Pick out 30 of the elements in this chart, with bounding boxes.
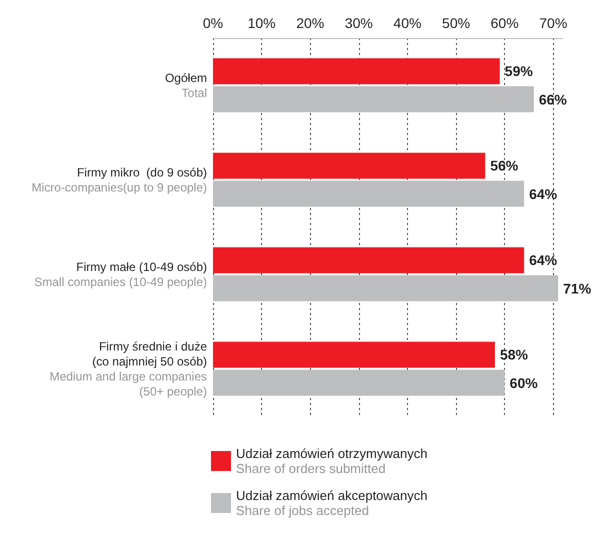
- x-tick-label: 60%: [490, 15, 519, 31]
- bar: [213, 370, 505, 396]
- y-tick-label: Firmy małe (10-49 osób) Small companies (10-49 people): [34, 260, 207, 289]
- y-tick-label: Firmy średnie i duże (co najmniej 50 osób) Medium and large companies (50+ people): [50, 339, 208, 398]
- x-tick-label: 30%: [344, 15, 373, 31]
- data-label: 58%: [500, 346, 529, 363]
- data-label: 64%: [529, 252, 558, 268]
- bar: [213, 180, 524, 207]
- legend-label: Udział zamówień akceptowanych Share of jobs accepted: [236, 488, 428, 518]
- bar: [213, 58, 500, 84]
- bar: [213, 86, 534, 112]
- data-label: 71%: [563, 280, 592, 296]
- bar: [213, 152, 486, 179]
- data-label: 64%: [529, 186, 558, 202]
- bar: [213, 342, 495, 368]
- data-label: 56%: [490, 158, 519, 174]
- x-tick-label: 40%: [393, 15, 422, 31]
- y-tick-label: Ogółem Total: [164, 70, 207, 100]
- x-tick-label: 50%: [442, 15, 470, 31]
- x-tick-label: 20%: [296, 15, 324, 31]
- bar: [213, 247, 524, 274]
- bar: [213, 275, 558, 302]
- x-tick-label: 0%: [202, 15, 224, 31]
- legend-label: Udział zamówień otrzymywanych Share of orders submitted: [236, 446, 428, 476]
- x-tick-label: 70%: [539, 15, 568, 31]
- x-tick-label: 10%: [248, 15, 276, 31]
- y-tick-label: Firmy mikro (do 9 osób) Micro-companies(up to 9 people): [32, 165, 207, 194]
- data-label: 59%: [504, 63, 534, 80]
- data-label: 60%: [510, 374, 538, 391]
- data-label: 66%: [538, 91, 568, 108]
